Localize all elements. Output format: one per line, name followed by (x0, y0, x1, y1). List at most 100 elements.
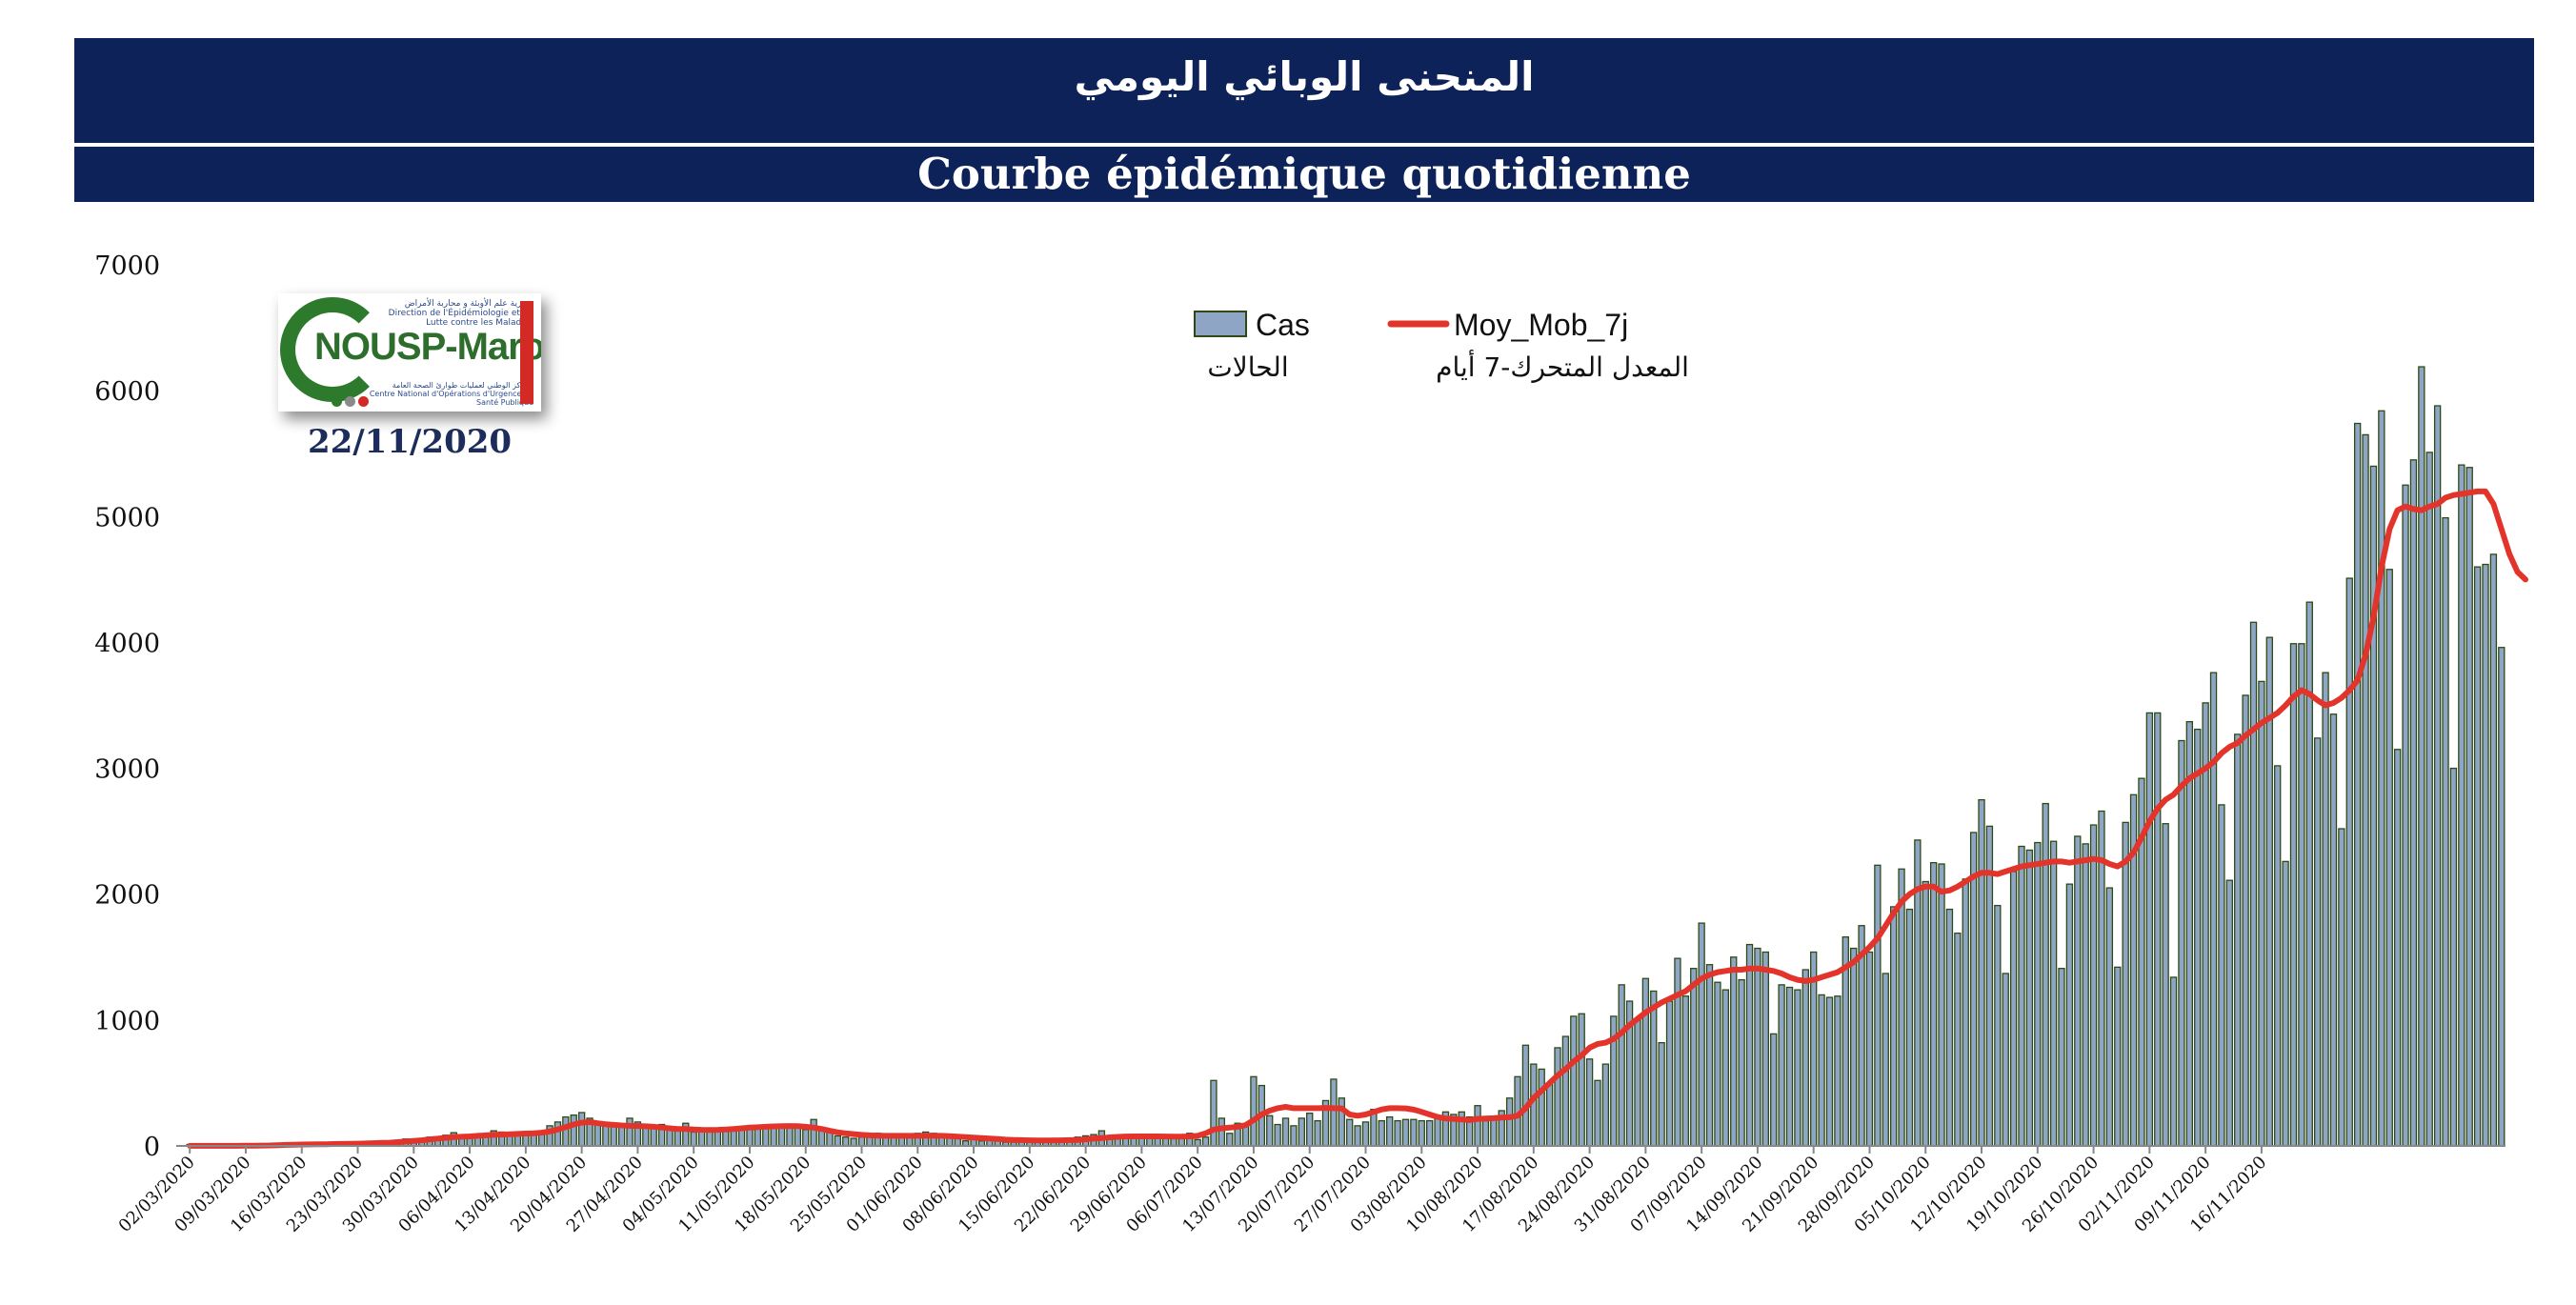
bar-cases (553, 1121, 562, 1147)
bar-cases (2122, 821, 2129, 1147)
bar-cases (1770, 1033, 1778, 1147)
bar-cases (2209, 672, 2218, 1147)
bar-cases (777, 1125, 786, 1147)
bar-cases (1714, 981, 1721, 1147)
bar-cases (1130, 1137, 1137, 1147)
daily-cases-bars (186, 366, 2506, 1147)
bar-cases (1378, 1119, 1385, 1147)
bar-cases (2154, 712, 2162, 1147)
bar-cases (1929, 862, 1938, 1147)
bar-cases (1994, 904, 2002, 1147)
bar-cases (1434, 1115, 1441, 1147)
bar-cases (2274, 765, 2282, 1147)
bar-cases (690, 1131, 697, 1147)
bar-cases (1241, 1125, 1250, 1147)
logo-line-bottom-fr: Centre National d'Opérations d'Urgence e… (369, 390, 533, 407)
bar-cases (722, 1130, 730, 1147)
bar-cases (2449, 767, 2458, 1147)
legend-label-cases-arabic: الحالات (1207, 351, 1288, 383)
bar-cases (2225, 879, 2233, 1147)
bar-cases (2185, 721, 2194, 1147)
bar-cases (2498, 647, 2506, 1147)
bar-cases (642, 1126, 650, 1147)
bar-cases (2249, 621, 2258, 1147)
bar-cases (1761, 951, 1769, 1147)
bar-cases (2314, 737, 2322, 1147)
bar-cases (857, 1136, 866, 1147)
bar-cases (2018, 845, 2025, 1147)
bar-cases (626, 1117, 634, 1147)
bar-cases (2218, 804, 2225, 1147)
bar-cases (1481, 1119, 1490, 1147)
bar-cases (2338, 828, 2345, 1147)
bar-cases (1346, 1118, 1354, 1147)
bar-cases (1274, 1123, 1281, 1147)
bar-cases (802, 1129, 810, 1147)
bar-cases (2089, 824, 2098, 1147)
bar-cases (1641, 977, 1650, 1147)
bar-cases (530, 1134, 537, 1147)
bar-cases (1978, 798, 1985, 1147)
bar-cases (1394, 1119, 1401, 1147)
bar-cases (1338, 1097, 1345, 1147)
bar-cases (1874, 864, 1882, 1147)
bar-cases (2322, 672, 2329, 1147)
bar-cases (2034, 841, 2042, 1147)
report-date: 22/11/2020 (307, 423, 513, 461)
bar-cases (2042, 802, 2049, 1147)
bar-cases (2162, 823, 2169, 1147)
bar-cases (1865, 951, 1874, 1147)
bar-cases (1201, 1136, 1210, 1147)
bar-cases (1898, 868, 1905, 1147)
bar-cases (2458, 464, 2465, 1147)
bar-cases (2442, 516, 2449, 1147)
logo-line-bottom-ar: المركز الوطني لعمليات طوارئ الصحة العامة (392, 381, 533, 390)
bar-cases (1825, 996, 1834, 1147)
bar-cases (1474, 1105, 1481, 1147)
bar-cases (1938, 863, 1945, 1147)
bar-cases (2258, 680, 2265, 1147)
bar-cases (1801, 969, 1809, 1147)
bar-cases (1554, 1047, 1561, 1147)
bar-cases (1538, 1068, 1545, 1147)
y-tick-label: 0 (144, 1133, 160, 1162)
legend-swatch-cases (1194, 311, 1247, 337)
bar-cases (1818, 994, 1825, 1147)
logo-header-text: مديرية علم الأوبئة و محاربة الأمراض Dire… (364, 299, 533, 328)
bar-cases (1730, 956, 1738, 1147)
bar-cases (1882, 973, 1889, 1147)
bar-cases (1634, 1019, 1641, 1147)
bar-cases (2425, 452, 2433, 1147)
bar-cases (1594, 1079, 1601, 1147)
y-tick-label: 6000 (94, 377, 160, 407)
bar-cases (1778, 984, 1785, 1147)
logo-dots-icon (332, 392, 372, 411)
logo-red-bar-icon (520, 301, 533, 404)
bar-cases (1570, 1015, 1578, 1147)
logo-name: NOUSP-Maroc (314, 326, 541, 368)
bar-cases (1785, 986, 1794, 1147)
bar-cases (2433, 405, 2442, 1147)
header-title-french: Courbe épidémique quotidienne (74, 147, 2534, 202)
x-axis-ticks: 02/03/202009/03/202016/03/202023/03/2020… (115, 1146, 2270, 1236)
bar-cases (810, 1118, 817, 1147)
bar-cases (2385, 569, 2393, 1147)
bar-cases (2009, 871, 2018, 1147)
bar-cases (1745, 943, 1754, 1147)
bar-cases (1601, 1063, 1610, 1147)
moving-average-line (187, 488, 2528, 1149)
bar-cases (2353, 422, 2362, 1147)
bar-cases (594, 1122, 602, 1147)
bar-cases (1354, 1125, 1361, 1147)
bar-cases (1665, 1000, 1674, 1147)
bar-cases (1658, 1041, 1665, 1147)
legend-label-cases: Cas (1256, 308, 1310, 342)
y-tick-label: 3000 (94, 755, 160, 785)
bar-cases (2082, 843, 2089, 1147)
bar-cases (602, 1125, 610, 1147)
bar-cases (1834, 995, 1841, 1147)
bar-cases (2114, 966, 2122, 1147)
bar-cases (2169, 976, 2178, 1147)
bar-cases (1794, 989, 1801, 1147)
bar-cases (1545, 1082, 1554, 1147)
